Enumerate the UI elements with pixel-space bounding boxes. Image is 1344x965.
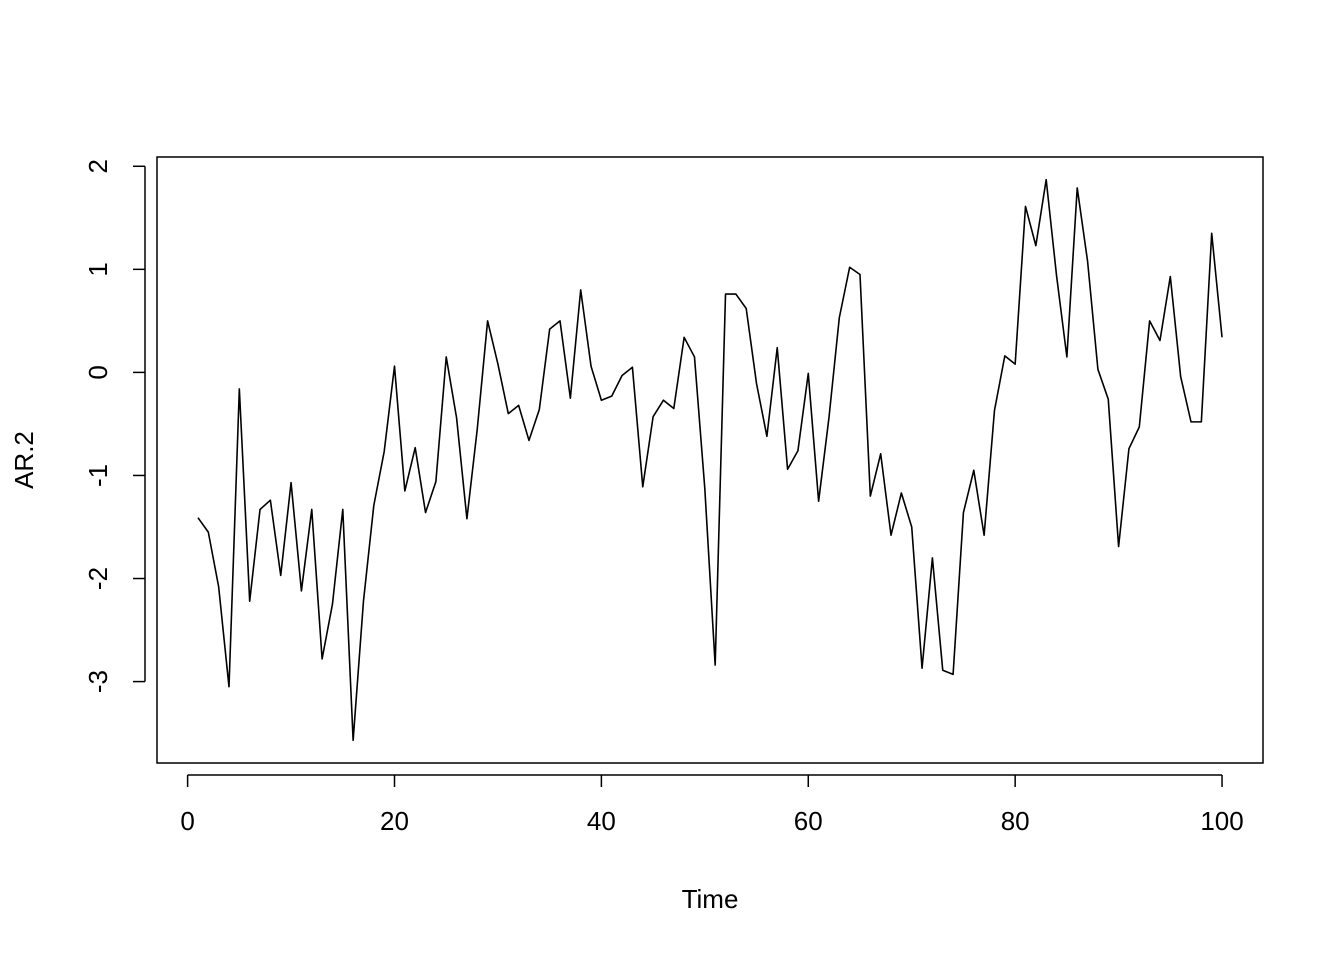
y-tick-label: -3 — [83, 670, 113, 693]
y-tick-label: -2 — [83, 567, 113, 590]
x-tick-label: 80 — [1001, 806, 1030, 836]
x-tick-label: 0 — [180, 806, 194, 836]
y-tick-label: 0 — [83, 365, 113, 379]
x-tick-label: 20 — [380, 806, 409, 836]
series-line — [197, 178, 1223, 742]
x-axis-label: Time — [682, 884, 739, 914]
y-axis-label: AR.2 — [9, 431, 39, 489]
y-tick-label: 2 — [83, 159, 113, 173]
y-tick-label: -1 — [83, 464, 113, 487]
plot-frame — [156, 156, 1264, 764]
x-tick-label: 100 — [1200, 806, 1243, 836]
x-tick-label: 40 — [587, 806, 616, 836]
x-tick-label: 60 — [794, 806, 823, 836]
y-tick-label: 1 — [83, 262, 113, 276]
